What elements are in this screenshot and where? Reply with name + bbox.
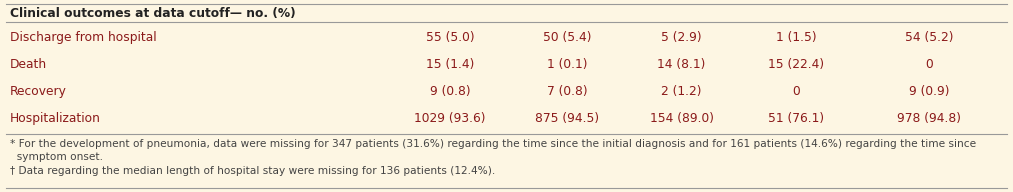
Text: 0: 0 [925, 58, 933, 71]
Text: 2 (1.2): 2 (1.2) [661, 85, 702, 98]
Text: 50 (5.4): 50 (5.4) [543, 31, 592, 44]
Text: 15 (1.4): 15 (1.4) [425, 58, 474, 71]
Text: 51 (76.1): 51 (76.1) [769, 112, 825, 125]
Text: * For the development of pneumonia, data were missing for 347 patients (31.6%) r: * For the development of pneumonia, data… [10, 139, 977, 149]
Text: Death: Death [10, 58, 48, 71]
Text: 9 (0.9): 9 (0.9) [909, 85, 949, 98]
Text: 54 (5.2): 54 (5.2) [905, 31, 953, 44]
Text: 154 (89.0): 154 (89.0) [649, 112, 713, 125]
Text: 1 (0.1): 1 (0.1) [547, 58, 588, 71]
Text: Discharge from hospital: Discharge from hospital [10, 31, 157, 44]
Text: 0: 0 [792, 85, 800, 98]
Text: 1029 (93.6): 1029 (93.6) [414, 112, 486, 125]
Text: 9 (0.8): 9 (0.8) [430, 85, 470, 98]
Text: 5 (2.9): 5 (2.9) [661, 31, 702, 44]
Text: 15 (22.4): 15 (22.4) [769, 58, 825, 71]
Text: 978 (94.8): 978 (94.8) [897, 112, 961, 125]
Text: 55 (5.0): 55 (5.0) [425, 31, 474, 44]
Text: † Data regarding the median length of hospital stay were missing for 136 patient: † Data regarding the median length of ho… [10, 166, 495, 176]
Text: 875 (94.5): 875 (94.5) [536, 112, 600, 125]
Text: 14 (8.1): 14 (8.1) [657, 58, 706, 71]
Text: Recovery: Recovery [10, 85, 67, 98]
Text: 7 (0.8): 7 (0.8) [547, 85, 588, 98]
Text: Clinical outcomes at data cutoff— no. (%): Clinical outcomes at data cutoff— no. (%… [10, 7, 296, 20]
Text: Hospitalization: Hospitalization [10, 112, 101, 125]
Text: symptom onset.: symptom onset. [10, 152, 103, 162]
Text: 1 (1.5): 1 (1.5) [776, 31, 816, 44]
